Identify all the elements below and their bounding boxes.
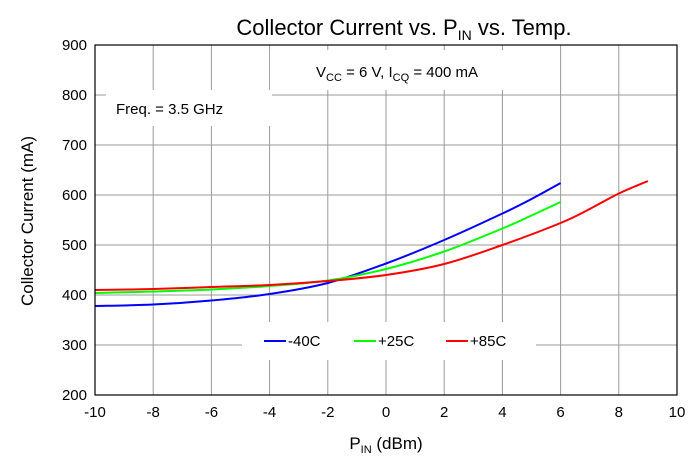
conditions-mid: = 6 V, I: [342, 64, 393, 81]
chart-title: Collector Current vs. PIN vs. Temp.: [236, 15, 571, 43]
y-tick-label: 500: [62, 237, 87, 254]
conditions-annotation-box: [270, 50, 524, 90]
x-tick-label: 6: [556, 404, 564, 421]
x-tick-label: -2: [321, 404, 334, 421]
x-tick-label: 8: [615, 404, 623, 421]
conditions-v-subscript: CC: [326, 72, 342, 84]
legend-label-minus40c: -40C: [288, 333, 321, 350]
freq-annotation-box: [106, 90, 272, 126]
freq-annotation: Freq. = 3.5 GHz: [116, 101, 223, 118]
x-tick-label: -4: [263, 404, 276, 421]
legend-box: [242, 322, 536, 360]
x-tick-label: -10: [84, 404, 106, 421]
chart-title-tail: vs. Temp.: [472, 15, 572, 40]
conditions-v: V: [316, 64, 326, 81]
chart-title-subscript: IN: [458, 27, 472, 43]
series-line-minus40c: [94, 182, 562, 307]
legend-label-plus85c: +85C: [470, 333, 506, 350]
series-line-plus25c: [94, 201, 562, 294]
y-tick-label: 700: [62, 137, 87, 154]
series-layer: [94, 180, 649, 307]
x-tick-label: -8: [147, 404, 160, 421]
x-tick-label: 0: [382, 404, 390, 421]
y-tick-label: 400: [62, 287, 87, 304]
x-tick-label: -6: [205, 404, 218, 421]
y-tick-label: 600: [62, 187, 87, 204]
y-tick-label: 900: [62, 37, 87, 54]
chart-title-main: Collector Current vs. P: [236, 15, 457, 40]
y-tick-label: 800: [62, 87, 87, 104]
x-tick-label: 10: [669, 404, 686, 421]
series-line-plus85c: [94, 180, 649, 291]
conditions-annotation: VCC = 6 V, ICQ = 400 mA: [316, 64, 478, 84]
plot-frame: [94, 44, 678, 396]
y-tick-label: 200: [62, 387, 87, 404]
conditions-i-subscript: CQ: [393, 72, 410, 84]
x-axis-title-main: P: [349, 434, 360, 453]
legend-label-plus25c: +25C: [378, 333, 414, 350]
x-tick-label: 4: [498, 404, 506, 421]
legend: -40C +25C +85C: [264, 333, 506, 350]
x-axis-title-subscript: IN: [361, 444, 372, 456]
y-axis-title: Collector Current (mA): [18, 136, 37, 306]
x-axis-title-tail: (dBm): [372, 434, 423, 453]
x-tick-label: 2: [440, 404, 448, 421]
x-axis-title: PIN (dBm): [349, 434, 422, 456]
tick-layer: -10 -8 -6 -4 -2 0 2 4 6 8 10 200 300 400 500 600 700 800 9…: [62, 37, 685, 421]
y-tick-label: 300: [62, 337, 87, 354]
conditions-tail: = 400 mA: [409, 64, 478, 81]
